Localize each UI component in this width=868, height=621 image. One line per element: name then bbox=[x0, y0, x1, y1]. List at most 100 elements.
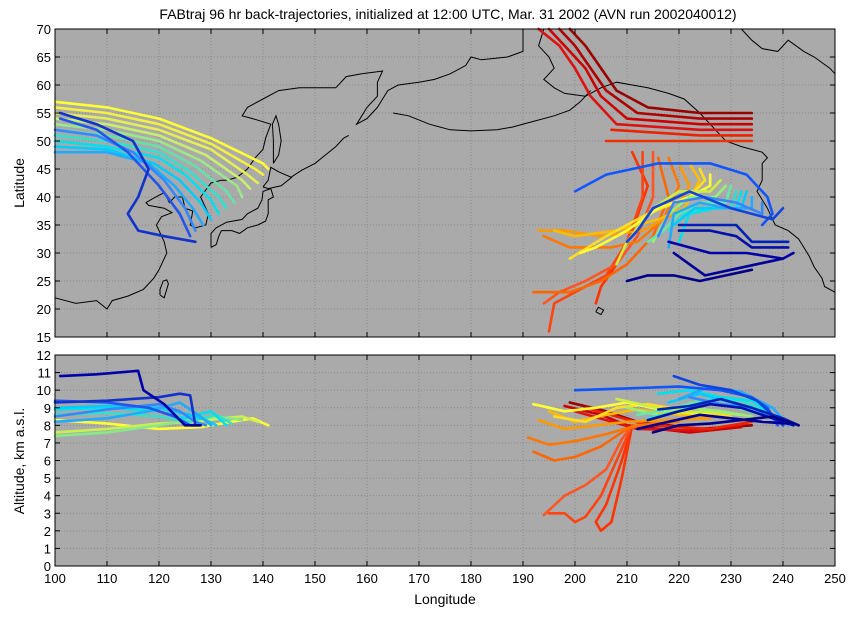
x-tick-label: 230 bbox=[720, 571, 742, 586]
x-tick-label: 210 bbox=[616, 571, 638, 586]
x-tick-label: 220 bbox=[668, 571, 690, 586]
trajectory-line bbox=[58, 111, 197, 244]
coastline-taiwan bbox=[159, 279, 169, 299]
trajectory-line bbox=[656, 397, 800, 427]
y-tick-label: 12 bbox=[37, 348, 51, 363]
map-plot-frame bbox=[54, 28, 836, 338]
trajectory-line bbox=[651, 415, 800, 434]
latitude-axis-label: Latitude bbox=[11, 158, 27, 208]
trajectory-line bbox=[547, 150, 644, 333]
y-tick-label: 50 bbox=[37, 134, 51, 149]
x-tick-label: 240 bbox=[772, 571, 794, 586]
map-trajectory-layer bbox=[53, 27, 795, 333]
altitude-trajectory-layer bbox=[53, 369, 800, 533]
y-tick-label: 25 bbox=[37, 274, 51, 289]
x-tick-label: 130 bbox=[200, 571, 222, 586]
trajectory-line bbox=[552, 162, 702, 238]
trajectory-line bbox=[594, 423, 634, 533]
y-tick-label: 20 bbox=[37, 302, 51, 317]
y-tick-label: 60 bbox=[37, 78, 51, 93]
coastline-kuril-arc bbox=[291, 134, 350, 178]
trajectory-line bbox=[526, 420, 681, 447]
y-tick-label: 15 bbox=[37, 330, 51, 345]
y-tick-label: 30 bbox=[37, 246, 51, 261]
longitude-axis-label: Longitude bbox=[414, 591, 476, 607]
x-tick-label: 200 bbox=[564, 571, 586, 586]
trajectory-line bbox=[625, 190, 785, 244]
y-tick-label: 55 bbox=[37, 106, 51, 121]
trajectory-line bbox=[573, 385, 780, 427]
trajectory-line bbox=[677, 229, 790, 249]
x-tick-label: 100 bbox=[44, 571, 66, 586]
trajectory-line bbox=[53, 106, 265, 176]
trajectory-line bbox=[625, 268, 754, 283]
y-tick-label: 35 bbox=[37, 218, 51, 233]
trajectory-line bbox=[53, 100, 270, 171]
x-tick-label: 180 bbox=[460, 571, 482, 586]
trajectory-line bbox=[537, 27, 754, 132]
trajectory-line bbox=[53, 139, 221, 216]
trajectory-line bbox=[542, 423, 634, 517]
trajectory-line bbox=[547, 423, 634, 524]
trajectory-line bbox=[58, 369, 202, 427]
trajectory-line bbox=[568, 27, 754, 115]
x-tick-label: 160 bbox=[356, 571, 378, 586]
trajectory-line bbox=[667, 195, 754, 249]
trajectory-line bbox=[547, 27, 754, 126]
y-tick-label: 0 bbox=[44, 559, 51, 574]
y-tick-label: 40 bbox=[37, 190, 51, 205]
altitude-gridlines bbox=[55, 355, 835, 566]
coastline-asia-coast bbox=[54, 29, 524, 310]
trajectory-line bbox=[58, 117, 192, 238]
trajectory-line bbox=[53, 111, 260, 185]
y-tick-label: 10 bbox=[37, 383, 51, 398]
x-tick-label: 140 bbox=[252, 571, 274, 586]
y-tick-label: 9 bbox=[44, 401, 51, 416]
trajectory-line bbox=[53, 392, 197, 427]
y-tick-label: 6 bbox=[44, 454, 51, 469]
coastline-hudson-bay-edge bbox=[741, 28, 836, 75]
y-tick-label: 11 bbox=[38, 366, 52, 381]
map-gridlines bbox=[55, 29, 835, 337]
latitude-tick-labels: 15 20 25 30 35 40 45 50 55 60 65 70 bbox=[37, 22, 836, 345]
y-tick-label: 65 bbox=[37, 50, 51, 65]
trajectory-line bbox=[610, 128, 754, 137]
y-tick-label: 45 bbox=[37, 162, 51, 177]
y-tick-label: 4 bbox=[44, 489, 51, 504]
y-tick-label: 2 bbox=[44, 524, 51, 539]
x-tick-label: 110 bbox=[97, 571, 118, 586]
trajectory-line bbox=[646, 402, 795, 427]
trajectory-line bbox=[656, 388, 785, 424]
chart-title: FABtraj 96 hr back-trajectories, initial… bbox=[159, 6, 736, 22]
trajectory-line bbox=[558, 27, 754, 120]
y-tick-label: 8 bbox=[44, 418, 51, 433]
trajectory-line bbox=[53, 122, 244, 199]
x-tick-label: 170 bbox=[408, 571, 430, 586]
trajectory-line bbox=[53, 128, 197, 232]
latitude-map-panel: 15 20 25 30 35 40 45 50 55 60 65 70 Latitude bbox=[11, 22, 836, 345]
trajectory-line bbox=[636, 413, 790, 431]
trajectory-line bbox=[53, 134, 228, 210]
trajectory-line bbox=[53, 128, 236, 204]
trajectory-line bbox=[615, 178, 722, 266]
trajectory-line bbox=[542, 156, 681, 249]
trajectory-line bbox=[677, 385, 790, 427]
trajectory-line bbox=[53, 117, 252, 190]
y-tick-label: 1 bbox=[44, 541, 51, 556]
y-tick-label: 7 bbox=[44, 436, 51, 451]
trajectory-line bbox=[656, 195, 764, 238]
longitude-tick-labels: 100 110 1 2 0 130 140 150 160 170 180 190 200 210 220 2… bbox=[44, 355, 846, 586]
y-tick-label: 3 bbox=[44, 506, 51, 521]
trajectory-line bbox=[53, 145, 213, 221]
y-tick-label: 70 bbox=[37, 22, 51, 37]
y-tick-label: 5 bbox=[44, 471, 51, 486]
trajectory-line bbox=[53, 411, 234, 425]
trajectory-line bbox=[53, 416, 270, 431]
x-tick-label: 190 bbox=[512, 571, 534, 586]
coastline-japan-hokkaido bbox=[262, 166, 293, 190]
x-tick-label: 150 bbox=[304, 571, 326, 586]
trajectory-line bbox=[578, 173, 712, 255]
